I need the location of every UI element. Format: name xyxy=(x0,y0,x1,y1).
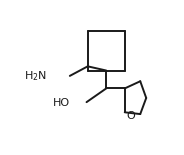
Text: H$_2$N: H$_2$N xyxy=(24,69,47,83)
Text: O: O xyxy=(126,111,135,121)
Text: HO: HO xyxy=(53,98,70,108)
